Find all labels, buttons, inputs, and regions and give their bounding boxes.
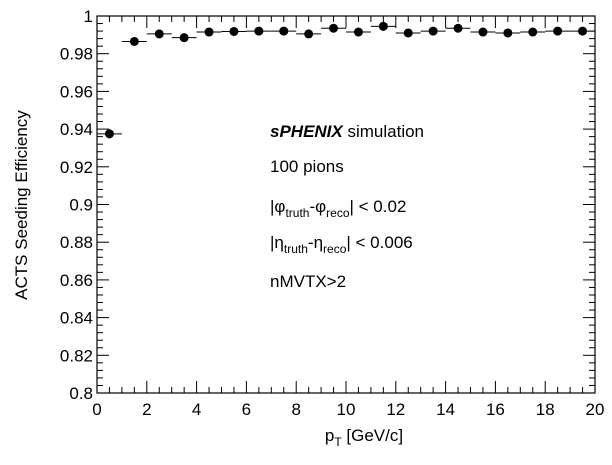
x-tick-label: 2 bbox=[142, 400, 151, 419]
x-tick-label: 0 bbox=[92, 400, 101, 419]
x-tick-label: 6 bbox=[242, 400, 251, 419]
data-point bbox=[346, 27, 371, 37]
y-tick-label: 0.88 bbox=[60, 233, 93, 252]
annotation-pions: 100 pions bbox=[270, 157, 344, 176]
marker bbox=[204, 27, 214, 37]
y-tick-label: 0.94 bbox=[60, 120, 93, 139]
marker bbox=[378, 21, 388, 31]
data-point bbox=[545, 26, 571, 36]
data-point bbox=[196, 27, 222, 37]
y-tick-label: 0.96 bbox=[60, 82, 93, 101]
annotation-phi-cut: |φtruth-φreco| < 0.02 bbox=[270, 197, 406, 220]
data-point bbox=[570, 26, 595, 36]
x-tick-label: 4 bbox=[192, 400, 201, 419]
marker bbox=[229, 26, 239, 36]
data-point bbox=[321, 23, 346, 33]
marker bbox=[453, 23, 463, 33]
x-tick-label: 14 bbox=[436, 400, 455, 419]
data-point bbox=[445, 23, 471, 33]
marker bbox=[104, 129, 114, 139]
y-axis-title: ACTS Seeding Efficiency bbox=[12, 110, 31, 300]
marker bbox=[403, 28, 413, 38]
x-tick-label: 8 bbox=[291, 400, 300, 419]
marker bbox=[478, 27, 488, 37]
x-tick-labels: 0 2 4 6 8 10 12 14 16 18 20 bbox=[92, 400, 604, 419]
marker bbox=[254, 26, 264, 36]
x-axis-title: pT [GeV/c] bbox=[325, 426, 403, 449]
data-point bbox=[271, 26, 297, 36]
annotation-mvtx-cut: nMVTX>2 bbox=[270, 272, 346, 291]
y-tick-label: 0.9 bbox=[69, 196, 93, 215]
data-point bbox=[520, 27, 546, 37]
marker bbox=[179, 33, 189, 43]
marker bbox=[129, 36, 139, 46]
data-point bbox=[121, 36, 147, 46]
y-tick-labels: 0.8 0.82 0.84 0.86 0.88 0.9 0.92 0.94 0.96 0.98 1 bbox=[60, 7, 93, 403]
x-tick-label: 20 bbox=[586, 400, 605, 419]
x-tick-label: 10 bbox=[337, 400, 356, 419]
data-points bbox=[97, 21, 595, 139]
y-tick-label: 0.84 bbox=[60, 309, 93, 328]
axis-ticks bbox=[96, 15, 596, 394]
y-tick-label: 0.86 bbox=[60, 271, 93, 290]
data-point bbox=[246, 26, 272, 36]
marker bbox=[578, 26, 588, 36]
annotation-title: sPHENIX simulation bbox=[270, 122, 424, 141]
plot-frame bbox=[96, 15, 596, 394]
y-tick-label: 0.98 bbox=[60, 45, 93, 64]
x-tick-label: 12 bbox=[386, 400, 405, 419]
annotation-eta-cut: |ηtruth-ηreco| < 0.006 bbox=[270, 233, 413, 256]
x-tick-label: 18 bbox=[536, 400, 555, 419]
marker bbox=[503, 28, 513, 38]
data-point bbox=[146, 29, 172, 39]
data-point bbox=[296, 29, 322, 39]
y-tick-label: 0.8 bbox=[69, 384, 93, 403]
marker bbox=[528, 27, 538, 37]
marker bbox=[154, 29, 164, 39]
data-point bbox=[97, 129, 122, 139]
data-point bbox=[370, 21, 396, 31]
marker bbox=[353, 27, 363, 37]
marker bbox=[428, 26, 438, 36]
data-point bbox=[470, 27, 496, 37]
data-point bbox=[171, 33, 197, 43]
marker bbox=[304, 29, 314, 39]
x-tick-label: 16 bbox=[486, 400, 505, 419]
data-point bbox=[495, 28, 521, 38]
marker bbox=[553, 26, 563, 36]
data-point bbox=[221, 26, 247, 36]
data-point bbox=[395, 28, 421, 38]
y-tick-label: 1 bbox=[84, 7, 93, 26]
y-tick-label: 0.82 bbox=[60, 346, 93, 365]
marker bbox=[329, 23, 339, 33]
data-point bbox=[420, 26, 446, 36]
y-tick-label: 0.92 bbox=[60, 158, 93, 177]
annotation-block: sPHENIX simulation 100 pions |φtruth-φre… bbox=[270, 122, 424, 291]
marker bbox=[279, 26, 289, 36]
